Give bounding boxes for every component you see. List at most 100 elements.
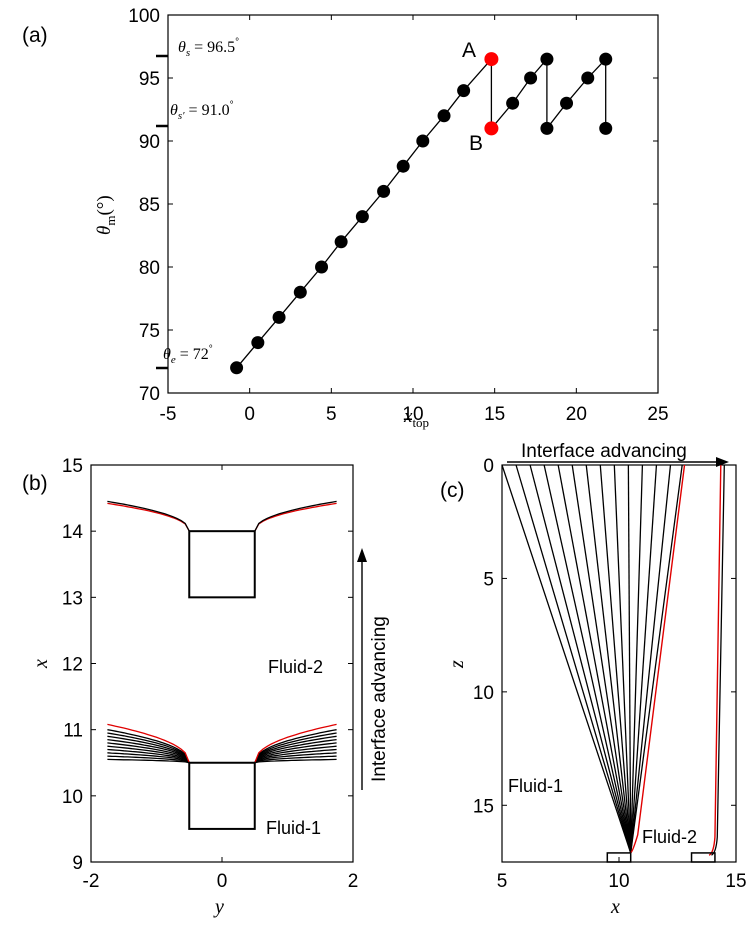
panel-c-arrow-label: Interface advancing [521, 441, 687, 462]
series-line [236, 57, 607, 369]
data-point [599, 52, 613, 66]
y-tick-label: 80 [139, 258, 160, 279]
fan-interface-line [630, 464, 683, 854]
interface-curve [254, 735, 337, 764]
interface-curve [254, 748, 337, 764]
interface-curve [254, 723, 337, 764]
panel-c-label: (c) [440, 479, 465, 502]
panel-c-ylabel: z [446, 660, 468, 669]
interface-curve [254, 738, 337, 764]
x-tick-label: -5 [160, 404, 177, 425]
interface-curve [254, 732, 337, 764]
x-tick-label: 5 [326, 404, 337, 425]
data-point [272, 310, 286, 324]
interface-curve [107, 735, 190, 764]
y-tick-label: 14 [62, 522, 84, 543]
data-point [524, 71, 538, 85]
panel-b-ylabel: x [30, 659, 52, 669]
fan-interface-line [515, 464, 632, 854]
interface-curve [254, 752, 337, 764]
data-point [355, 210, 369, 224]
y-tick-label: 0 [483, 456, 494, 477]
panel-c-xlabel: x [610, 896, 620, 918]
y-tick-label: 10 [473, 683, 494, 704]
fan-interface-line [613, 464, 632, 853]
y-tick-label: 15 [473, 796, 494, 817]
x-tick-label: 10 [402, 404, 423, 425]
pillar [690, 852, 716, 863]
x-tick-label: 15 [484, 404, 505, 425]
panel-c-ticks: 5 10 15 0 5 10 15 [473, 456, 747, 892]
interface-curve [254, 758, 337, 764]
panel-a: (a) -5 0 5 10 15 20 25 70 75 80 85 90 95 100 θs = 96.… [22, 6, 669, 430]
interface-curve [107, 729, 190, 764]
pillar [188, 530, 256, 599]
data-point [540, 52, 554, 66]
y-tick-label: 13 [62, 588, 83, 609]
interface-curve [107, 723, 190, 764]
fan-interface-line [599, 464, 632, 853]
interface-curve [107, 732, 190, 764]
data-point [457, 84, 471, 98]
panel-b-data [107, 500, 337, 830]
highlight-point-b [484, 121, 499, 136]
panel-b-xlabel: y [213, 896, 224, 918]
label-point-b: B [469, 132, 483, 155]
fan-interface-line [630, 464, 658, 853]
x-tick-label: 5 [497, 871, 508, 892]
data-point [334, 235, 348, 249]
fan-interface-line [529, 464, 632, 854]
pillar [606, 852, 632, 863]
panel-b: (b) -2 0 2 9 10 11 12 13 14 15 Fluid-2 Fluid-1 In… [22, 456, 390, 918]
data-point [581, 71, 595, 85]
red-interface-line [708, 464, 722, 856]
y-tick-label: 11 [63, 721, 83, 742]
panel-a-xlabel: xtop [403, 406, 429, 430]
panel-a-label: (a) [22, 24, 48, 47]
fan-interface-line [627, 464, 632, 853]
x-tick-label: 20 [566, 404, 587, 425]
data-point [416, 134, 430, 148]
data-point [396, 159, 410, 173]
interface-curve [107, 748, 190, 764]
y-tick-label: 15 [62, 456, 83, 477]
y-tick-label: 10 [62, 787, 83, 808]
annotation-theta-s: θs = 96.5° [178, 37, 239, 59]
data-point [230, 361, 244, 375]
fan-interface-line [557, 464, 632, 854]
panel-b-arrow-label: Interface advancing [369, 616, 390, 782]
x-tick-label: -2 [83, 871, 100, 892]
y-tick-label: 5 [483, 569, 494, 590]
data-point [315, 260, 329, 274]
y-tick-label: 9 [72, 853, 83, 874]
right-interface-line [711, 464, 725, 856]
interface-curve [254, 729, 337, 764]
fan-interface-line [630, 464, 672, 853]
panel-c-data [501, 464, 725, 863]
panel-c-advance-arrow-head [716, 457, 729, 467]
interface-curve [107, 755, 190, 764]
fan-interface-line [585, 464, 632, 853]
y-tick-label: 75 [139, 321, 160, 342]
interface-curve [254, 500, 337, 532]
data-point [377, 184, 391, 198]
panel-b-fluid2-label: Fluid-2 [268, 657, 323, 677]
interface-curve [107, 745, 190, 764]
fan-interface-line [630, 464, 644, 853]
interface-curve [107, 758, 190, 764]
interface-curve [107, 738, 190, 764]
interface-curve [254, 745, 337, 764]
panel-a-data [230, 52, 613, 375]
y-tick-label: 100 [128, 6, 160, 27]
label-point-a: A [462, 39, 476, 62]
interface-curve [107, 742, 190, 764]
x-tick-label: 15 [725, 871, 746, 892]
y-tick-label: 85 [139, 195, 160, 216]
panel-b-ticks: -2 0 2 9 10 11 12 13 14 15 [62, 456, 358, 892]
panel-b-advance-arrow-head [357, 548, 367, 562]
y-tick-label: 70 [139, 384, 160, 405]
highlight-point-a [484, 52, 499, 67]
interface-curve [107, 502, 190, 532]
interface-curve [107, 500, 190, 532]
